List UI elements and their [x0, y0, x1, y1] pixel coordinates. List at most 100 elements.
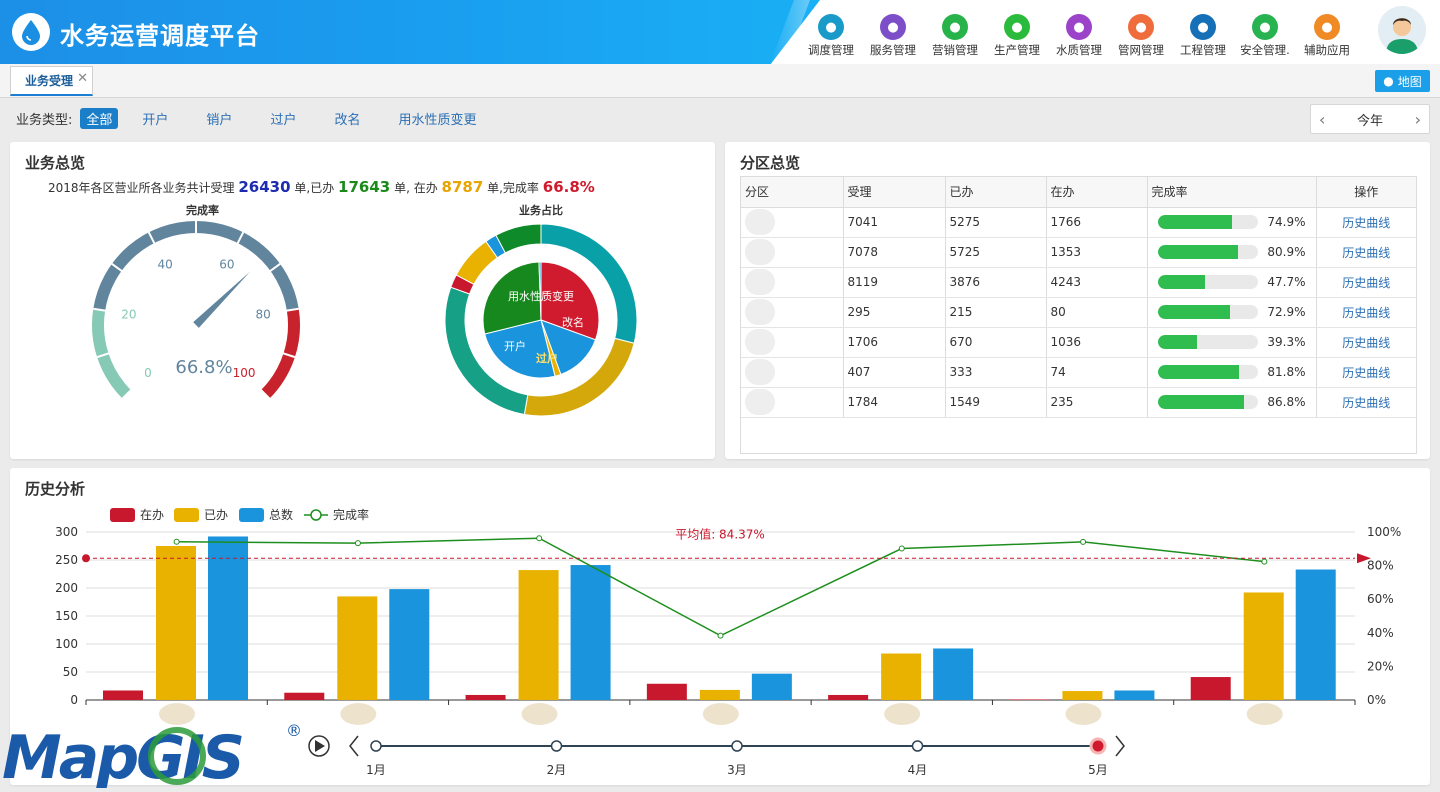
rate-label: 80.9% — [1267, 245, 1306, 259]
nav-label: 水质管理 — [1056, 43, 1102, 57]
marketing-icon: ● — [942, 14, 968, 40]
gauge-tick — [254, 383, 271, 400]
legend-marker — [310, 509, 322, 521]
accepted-cell: 8119 — [843, 267, 946, 298]
rate-point — [898, 545, 905, 552]
rate-cell: 39.3% — [1147, 327, 1317, 358]
redacted-blur — [745, 299, 775, 325]
app-title: 水务运营调度平台 — [60, 22, 260, 50]
rate-point — [173, 538, 180, 545]
nav-item-2[interactable]: ● 营销管理 — [924, 6, 986, 62]
dispatch-icon: ● — [818, 14, 844, 40]
total-count: 26430 — [238, 178, 291, 196]
top-header: 水务运营调度平台 ● 调度管理 ● 服务管理 ● 营销管理 ● 生产管理 ● 水质管理 ● 管网管理 ●… — [0, 0, 1440, 64]
slice-label-rename: 改名 — [562, 315, 584, 329]
progress-fill — [1157, 335, 1197, 349]
gauge-tick-label: 60 — [219, 257, 234, 271]
district-name — [741, 327, 844, 358]
history-link[interactable]: 历史曲线 — [1316, 357, 1416, 388]
district-name — [741, 267, 844, 298]
redacted-blur — [745, 239, 775, 265]
legend-label: 已办 — [204, 507, 228, 522]
chevron-right-icon[interactable]: › — [1414, 109, 1421, 129]
history-link[interactable]: 历史曲线 — [1316, 237, 1416, 268]
rate-label: 86.8% — [1267, 395, 1306, 409]
nav-item-3[interactable]: ● 生产管理 — [986, 6, 1048, 62]
y2-tick-label: 80% — [1367, 559, 1394, 573]
doing-cell: 74 — [1046, 357, 1148, 388]
table-row: 7078 5725 1353 80.9% 历史曲线 — [741, 237, 1416, 268]
district-table: 分区 受理 已办 在办 完成率 操作 7041 5275 1766 74.9% 历史曲线 7078 5… — [740, 176, 1417, 454]
gauge-tick — [263, 263, 281, 277]
nav-item-0[interactable]: ● 调度管理 — [800, 6, 862, 62]
nav-item-6[interactable]: ● 工程管理 — [1172, 6, 1234, 62]
filter-option-open[interactable]: 开户 — [142, 112, 169, 128]
redacted-blur — [745, 359, 775, 385]
gauge-tick — [278, 307, 299, 313]
tab-label: 业务受理 — [25, 74, 74, 88]
redacted-blur — [159, 703, 195, 725]
done-cell: 5725 — [945, 237, 1047, 268]
business-type-filter: 业务类型: 全部 开户 销户 过户 改名 用水性质变更 — [16, 107, 508, 129]
history-link[interactable]: 历史曲线 — [1316, 387, 1416, 418]
nav-item-4[interactable]: ● 水质管理 — [1048, 6, 1110, 62]
nav-item-1[interactable]: ● 服务管理 — [862, 6, 924, 62]
rate-cell: 72.9% — [1147, 297, 1317, 328]
water-drop-logo-icon — [12, 13, 50, 51]
doing-cell: 1766 — [1046, 207, 1148, 238]
done-cell: 215 — [945, 297, 1047, 328]
bar-total — [1295, 569, 1336, 700]
column-header: 操作 — [1316, 177, 1416, 208]
district-name — [741, 357, 844, 388]
redacted-blur — [745, 269, 775, 295]
history-link[interactable]: 历史曲线 — [1316, 297, 1416, 328]
y2-tick-label: 20% — [1367, 659, 1394, 673]
gauge-tick-label: 100 — [233, 366, 256, 380]
bar-done — [156, 546, 196, 700]
user-avatar[interactable] — [1378, 6, 1426, 54]
year-value: 今年 — [1356, 113, 1383, 129]
table-row: 1784 1549 235 86.8% 历史曲线 — [741, 387, 1416, 418]
filter-option-all[interactable]: 全部 — [80, 107, 119, 129]
district-name — [741, 297, 844, 328]
chevron-left-icon[interactable]: ‹ — [1319, 109, 1326, 129]
y2-tick-label: 60% — [1367, 592, 1394, 606]
nav-label: 生产管理 — [994, 43, 1040, 57]
close-icon[interactable]: ✕ — [77, 71, 88, 86]
tab-business-acceptance[interactable]: 业务受理 ✕ — [10, 66, 93, 96]
gauge-tick — [111, 263, 129, 277]
progress-fill — [1157, 245, 1239, 259]
nav-item-8[interactable]: ● 辅助应用 — [1296, 6, 1358, 62]
tab-bar: 业务受理 ✕ — [0, 64, 1440, 98]
bar-total — [389, 589, 430, 700]
filter-option-rename[interactable]: 改名 — [334, 112, 361, 128]
done-cell: 5275 — [945, 207, 1047, 238]
overview-panel: 业务总览 2018年各区营业所各业务共计受理 26430 单,已办 17643 … — [10, 142, 715, 459]
nav-item-5[interactable]: ● 管网管理 — [1110, 6, 1172, 62]
district-name — [741, 207, 844, 238]
map-button[interactable]: ● 地图 — [1375, 70, 1430, 92]
redacted-blur — [745, 329, 775, 355]
slice-label-usage: 用水性质变更 — [508, 289, 574, 303]
location-pin-icon: ● — [1383, 74, 1394, 88]
rate-cell: 47.7% — [1147, 267, 1317, 298]
accepted-cell: 1706 — [843, 327, 946, 358]
history-link[interactable]: 历史曲线 — [1316, 207, 1416, 238]
main-nav: ● 调度管理 ● 服务管理 ● 营销管理 ● 生产管理 ● 水质管理 ● 管网管理 ● 工程管理 ● 安全管理… — [800, 6, 1358, 62]
history-link[interactable]: 历史曲线 — [1316, 327, 1416, 358]
donut-inner-slice-3 — [484, 319, 556, 379]
timeline-point — [550, 740, 563, 752]
nav-item-7[interactable]: ● 安全管理. — [1234, 6, 1296, 62]
district-name — [741, 237, 844, 268]
filter-option-usage-change[interactable]: 用水性质变更 — [398, 112, 477, 128]
redacted-blur — [1065, 703, 1102, 725]
legend-swatch — [239, 508, 264, 522]
accepted-cell: 7078 — [843, 237, 946, 268]
bar-done — [1062, 691, 1103, 700]
rate-label: 72.9% — [1267, 305, 1306, 319]
column-header: 完成率 — [1147, 177, 1317, 208]
filter-option-transfer[interactable]: 过户 — [270, 112, 297, 128]
y-tick-label: 250 — [55, 553, 78, 567]
filter-option-close[interactable]: 销户 — [206, 112, 233, 128]
history-link[interactable]: 历史曲线 — [1316, 267, 1416, 298]
